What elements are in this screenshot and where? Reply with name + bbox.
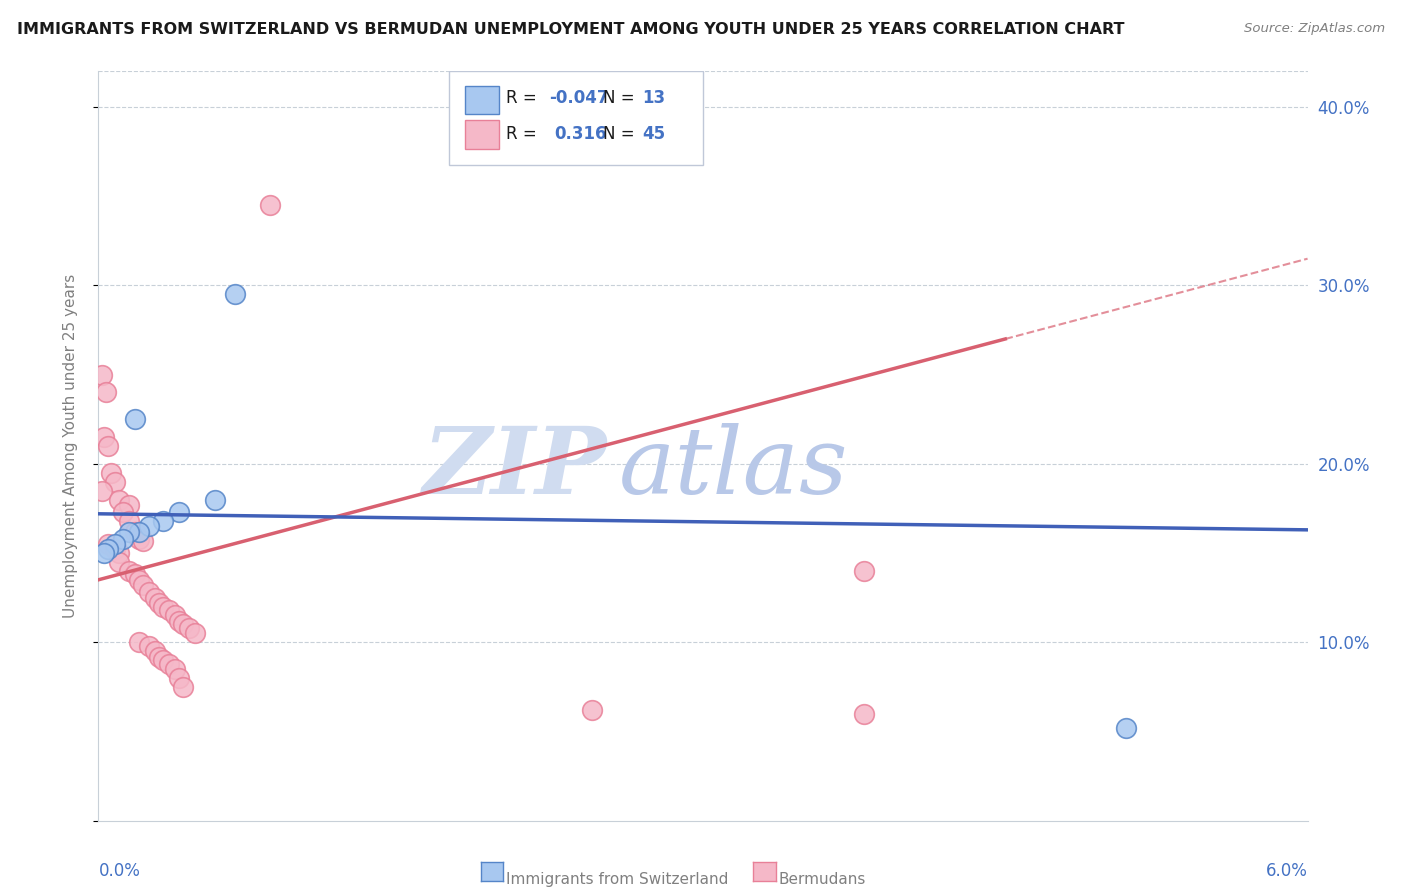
Point <box>143 644 166 658</box>
Point <box>91 368 114 382</box>
Y-axis label: Unemployment Among Youth under 25 years: Unemployment Among Youth under 25 years <box>63 274 77 618</box>
Point <box>97 439 120 453</box>
Point <box>128 532 150 546</box>
Point <box>853 564 876 578</box>
Text: 13: 13 <box>643 88 665 106</box>
Point <box>152 599 174 614</box>
Point <box>93 430 115 444</box>
Point <box>91 483 114 498</box>
Text: IMMIGRANTS FROM SWITZERLAND VS BERMUDAN UNEMPLOYMENT AMONG YOUTH UNDER 25 YEARS : IMMIGRANTS FROM SWITZERLAND VS BERMUDAN … <box>17 22 1125 37</box>
Text: N =: N = <box>603 125 640 143</box>
Point <box>581 703 603 717</box>
Text: 45: 45 <box>643 125 665 143</box>
Text: Bermudans: Bermudans <box>779 872 866 888</box>
Point <box>118 524 141 539</box>
Point <box>138 519 160 533</box>
Text: -0.047: -0.047 <box>550 88 609 106</box>
FancyBboxPatch shape <box>449 71 703 165</box>
Point <box>118 564 141 578</box>
Point <box>132 533 155 548</box>
Point <box>103 542 125 557</box>
Point <box>103 537 125 551</box>
Text: Immigrants from Switzerland: Immigrants from Switzerland <box>506 872 728 888</box>
Point <box>148 649 170 664</box>
Text: Source: ZipAtlas.com: Source: ZipAtlas.com <box>1244 22 1385 36</box>
Point <box>96 385 118 400</box>
Point <box>157 657 180 671</box>
FancyBboxPatch shape <box>465 86 499 114</box>
Point <box>111 532 134 546</box>
Point <box>107 555 129 569</box>
Point <box>163 662 186 676</box>
Point <box>132 578 155 592</box>
FancyBboxPatch shape <box>465 120 499 149</box>
Point <box>157 603 180 617</box>
Point <box>179 621 201 635</box>
Point <box>128 524 150 539</box>
Point <box>184 626 207 640</box>
Point <box>167 505 190 519</box>
Point <box>853 706 876 721</box>
Point <box>224 287 246 301</box>
Point <box>172 680 194 694</box>
Point <box>124 524 146 539</box>
Point <box>97 537 120 551</box>
Point <box>111 505 134 519</box>
Point <box>163 608 186 623</box>
Point <box>107 492 129 507</box>
Point <box>167 614 190 628</box>
Point <box>152 514 174 528</box>
Point <box>100 466 122 480</box>
Point <box>148 596 170 610</box>
Point <box>124 567 146 582</box>
Text: 0.0%: 0.0% <box>98 862 141 880</box>
Text: 0.316: 0.316 <box>554 125 607 143</box>
Point <box>152 653 174 667</box>
Text: ZIP: ZIP <box>422 424 606 514</box>
Text: R =: R = <box>506 125 541 143</box>
Text: R =: R = <box>506 88 541 106</box>
Point <box>128 573 150 587</box>
Point <box>128 635 150 649</box>
Point <box>1115 721 1137 735</box>
Point <box>172 617 194 632</box>
Point <box>93 546 115 560</box>
Point <box>97 542 120 557</box>
Text: N =: N = <box>603 88 640 106</box>
Point <box>167 671 190 685</box>
Point <box>138 585 160 599</box>
Point <box>118 498 141 512</box>
Point <box>143 591 166 605</box>
Text: atlas: atlas <box>619 424 848 514</box>
Point <box>124 412 146 426</box>
Point <box>107 546 129 560</box>
Point <box>118 514 141 528</box>
Point <box>204 492 226 507</box>
Text: 6.0%: 6.0% <box>1265 862 1308 880</box>
Point <box>259 198 281 212</box>
Point <box>138 639 160 653</box>
Point <box>103 475 125 489</box>
